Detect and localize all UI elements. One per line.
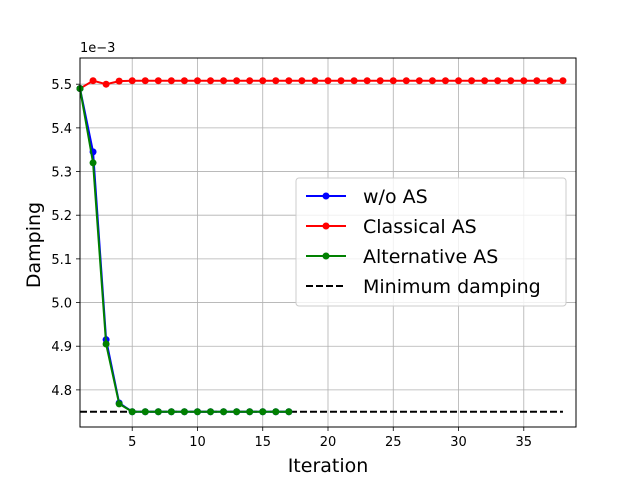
data-point-alternative-as (102, 340, 110, 348)
legend: w/o AS Classical AS Alternative AS Minim… (295, 177, 567, 307)
y-tick-label: 5.4 (51, 122, 72, 137)
legend-item-classical-as: Classical AS (306, 216, 477, 238)
data-point-classical-as (441, 77, 449, 85)
data-point-classical-as (546, 77, 554, 85)
data-point-classical-as (167, 77, 175, 85)
data-point-classical-as (285, 77, 293, 85)
data-point-classical-as (259, 77, 267, 85)
data-point-alternative-as (193, 408, 201, 416)
data-point-classical-as (298, 77, 306, 85)
data-point-classical-as (220, 77, 228, 85)
x-tick-label: 5 (128, 435, 136, 450)
legend-marker-wo-as (322, 192, 330, 200)
data-point-classical-as (350, 77, 358, 85)
data-point-classical-as (193, 77, 201, 85)
data-point-alternative-as (167, 408, 175, 416)
data-point-classical-as (533, 77, 541, 85)
x-tick-label: 15 (254, 435, 271, 450)
legend-box (295, 177, 567, 307)
legend-label-minimum-damping: Minimum damping (363, 276, 541, 298)
data-point-alternative-as (141, 408, 149, 416)
data-point-alternative-as (220, 408, 228, 416)
data-point-classical-as (102, 80, 110, 88)
data-point-alternative-as (285, 408, 293, 416)
x-tick-label: 35 (516, 435, 533, 450)
data-point-classical-as (455, 77, 463, 85)
data-point-classical-as (494, 77, 502, 85)
data-point-classical-as (180, 77, 188, 85)
data-point-alternative-as (115, 400, 123, 408)
data-point-classical-as (389, 77, 397, 85)
y-tick-label: 4.9 (51, 340, 72, 355)
data-point-alternative-as (259, 408, 267, 416)
data-point-classical-as (363, 77, 371, 85)
y-tick-label: 5.3 (51, 166, 72, 181)
legend-marker-alternative-as (322, 252, 330, 260)
data-point-alternative-as (207, 408, 215, 416)
data-point-classical-as (154, 77, 162, 85)
legend-marker-classical-as (322, 222, 330, 230)
data-point-classical-as (246, 77, 254, 85)
legend-item-minimum-damping: Minimum damping (306, 276, 541, 298)
y-offset-text: 1e−3 (80, 41, 115, 56)
axis-ticks: 5 10 15 20 25 30 35 4.8 4.9 5.0 5.1 5.2 5.3 5.4 5.5 (51, 78, 532, 450)
data-point-classical-as (311, 77, 319, 85)
data-point-classical-as (415, 77, 423, 85)
y-tick-label: 5.1 (51, 253, 72, 268)
data-point-classical-as (337, 77, 345, 85)
y-axis-label: Damping (23, 202, 45, 288)
legend-item-wo-as: w/o AS (306, 186, 428, 208)
legend-item-alternative-as: Alternative AS (306, 246, 498, 268)
data-point-classical-as (141, 77, 149, 85)
data-point-classical-as (207, 77, 215, 85)
data-point-classical-as (468, 77, 476, 85)
y-tick-label: 5.5 (51, 78, 72, 93)
data-point-classical-as (324, 77, 332, 85)
data-point-alternative-as (128, 408, 136, 416)
data-point-classical-as (520, 77, 528, 85)
x-tick-label: 20 (320, 435, 337, 450)
y-tick-label: 5.2 (51, 209, 72, 224)
legend-label-alternative-as: Alternative AS (363, 246, 498, 268)
data-point-classical-as (376, 77, 384, 85)
data-point-alternative-as (272, 408, 280, 416)
y-tick-label: 5.0 (51, 297, 72, 312)
data-point-alternative-as (180, 408, 188, 416)
data-point-classical-as (428, 77, 436, 85)
data-point-classical-as (481, 77, 489, 85)
x-tick-label: 10 (189, 435, 206, 450)
data-point-classical-as (115, 77, 123, 85)
legend-label-wo-as: w/o AS (363, 186, 428, 208)
data-point-classical-as (272, 77, 280, 85)
data-point-alternative-as (154, 408, 162, 416)
y-tick-label: 4.8 (51, 384, 72, 399)
data-point-classical-as (128, 77, 136, 85)
series-layer (76, 77, 567, 416)
data-point-alternative-as (89, 159, 97, 167)
x-axis-label: Iteration (288, 455, 369, 477)
data-point-classical-as (89, 77, 97, 85)
data-point-classical-as (559, 77, 567, 85)
data-point-classical-as (507, 77, 515, 85)
data-point-alternative-as (233, 408, 241, 416)
data-point-classical-as (233, 77, 241, 85)
data-point-classical-as (402, 77, 410, 85)
x-tick-label: 30 (450, 435, 467, 450)
data-point-alternative-as (246, 408, 254, 416)
legend-label-classical-as: Classical AS (363, 216, 477, 238)
x-tick-label: 25 (385, 435, 402, 450)
